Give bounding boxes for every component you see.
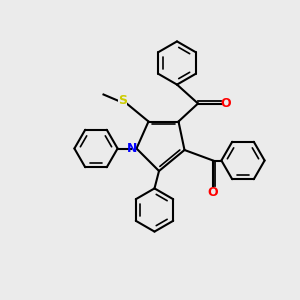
Text: O: O <box>208 185 218 199</box>
Text: N: N <box>127 142 137 155</box>
Text: S: S <box>118 94 127 107</box>
Text: O: O <box>220 97 231 110</box>
